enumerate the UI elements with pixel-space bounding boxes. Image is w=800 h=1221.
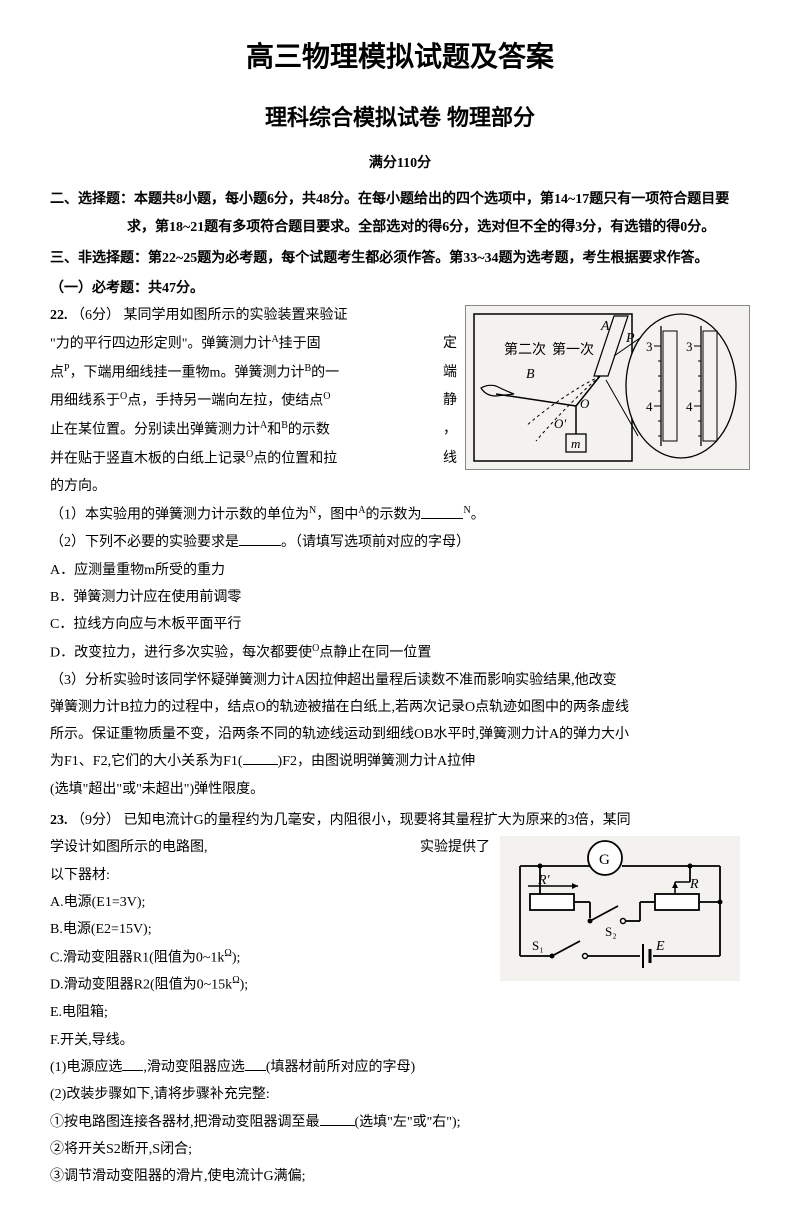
svg-text:E: E: [655, 939, 665, 954]
svg-text:第二次: 第二次: [504, 341, 546, 358]
svg-text:P: P: [625, 331, 635, 346]
svg-text:m: m: [571, 436, 580, 451]
q22-sub3-l2: 弹簧测力计B拉力的过程中，结点O的轨迹被描在白纸上,若两次记录O点轨迹如图中的两…: [50, 694, 750, 721]
q23-number: 23.: [50, 813, 68, 828]
q22-sub3-l3: 所示。保证重物质量不变，沿两条不同的轨迹线运动到细线OB水平时,弹簧测力计A的弹…: [50, 721, 750, 748]
q22-stem-p1: 某同学用如图所示的实验装置来验证: [124, 308, 348, 323]
q23-figure: G: [500, 836, 740, 981]
svg-text:第一次: 第一次: [552, 341, 594, 358]
sub-title: 理科综合模拟试卷 物理部分: [50, 97, 750, 139]
main-title: 高三物理模拟试题及答案: [50, 30, 750, 83]
svg-text:S₂: S₂: [605, 924, 617, 939]
q22-option-d: D．改变拉力，进行多次实验，每次都要使O点静止在同一位置: [50, 639, 750, 667]
score-line: 满分110分: [50, 151, 750, 178]
svg-text:4: 4: [646, 399, 653, 414]
svg-text:O: O: [580, 396, 590, 411]
q23-stem-l2b: 实验提供了: [420, 834, 490, 861]
svg-text:3: 3: [686, 339, 693, 354]
svg-text:3: 3: [646, 339, 653, 354]
q23-sub1: (1)电源应选,滑动变阻器应选(填器材前所对应的字母): [50, 1054, 750, 1081]
q22-stem-p7: 的方向。: [50, 473, 750, 501]
svg-text:R': R': [537, 873, 551, 888]
q23-step3: ③调节滑动变阻器的滑片,使电流计G满偏;: [50, 1163, 750, 1190]
instruction-section-3: 三、非选择题：第22~25题为必考题，每个试题考生都必须作答。第33~34题为选…: [50, 245, 750, 273]
q23-stem-l1: 已知电流计G的量程约为几毫安，内阻很小，现要将其量程扩大为原来的3倍，某同: [124, 813, 631, 828]
q22-sub1: （1）本实验用的弹簧测力计示数的单位为N，图中A的示数为N。: [50, 501, 750, 529]
required-section-label: （一）必考题：共47分。: [50, 276, 750, 303]
svg-text:4: 4: [686, 399, 693, 414]
q22-points: （6分）: [71, 308, 120, 323]
svg-text:O': O': [554, 416, 566, 431]
q22-option-b: B．弹簧测力计应在使用前调零: [50, 584, 750, 611]
q22-sub3-l5: (选填"超出"或"未超出")弹性限度。: [50, 776, 750, 803]
q22-figure: A B P O O' m 第二次 第一次 3 3 4 4: [465, 305, 750, 470]
q23-step2: ②将开关S2断开,S闭合;: [50, 1136, 750, 1163]
svg-text:B: B: [526, 367, 535, 382]
q23-stem-l2a: 学设计如图所示的电路图,: [50, 834, 208, 861]
q23-material-e: E.电阻箱;: [50, 999, 750, 1026]
q22-sub3-l4: 为F1、F2,它们的大小关系为F1()F2，由图说明弹簧测力计A拉伸: [50, 748, 750, 775]
q23-sub2: (2)改装步骤如下,请将步骤补充完整:: [50, 1081, 750, 1108]
question-22: A B P O O' m 第二次 第一次 3 3 4 4 22. （6分） 某同…: [50, 302, 750, 803]
svg-text:A: A: [600, 319, 610, 334]
q22-option-a: A．应测量重物m所受的重力: [50, 557, 750, 584]
q22-option-c: C．拉线方向应与木板平面平行: [50, 611, 750, 638]
q22-number: 22.: [50, 308, 68, 323]
svg-text:R: R: [689, 877, 699, 892]
q23-material-f: F.开关,导线。: [50, 1027, 750, 1054]
q22-sub2: （2）下列不必要的实验要求是。（请填写选项前对应的字母）: [50, 529, 750, 556]
svg-text:S₁: S₁: [532, 938, 544, 953]
q23-points: （9分）: [71, 813, 120, 828]
instruction-section-2: 二、选择题：本题共8小题，每小题6分，共48分。在每小题给出的四个选项中，第14…: [50, 186, 750, 242]
svg-text:G: G: [599, 852, 610, 868]
q22-sub3-l1: （3）分析实验时该同学怀疑弹簧测力计A因拉伸超出量程后读数不准而影响实验结果,他…: [50, 667, 750, 694]
question-23: 23. （9分） 已知电流计G的量程约为几毫安，内阻很小，现要将其量程扩大为原来…: [50, 807, 750, 1190]
